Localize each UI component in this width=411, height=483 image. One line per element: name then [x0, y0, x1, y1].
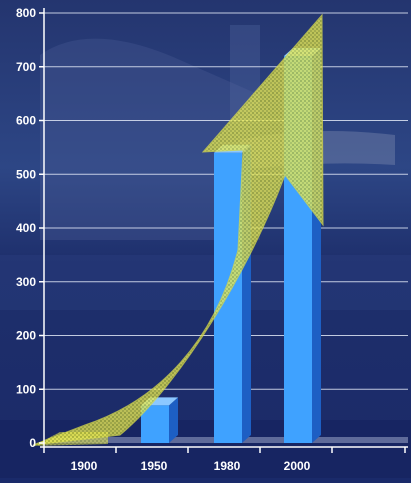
y-tick-label: 200: [16, 329, 36, 343]
y-tick-label: 800: [16, 6, 36, 20]
y-tick-label: 0: [29, 436, 36, 450]
x-axis-ticks: 1900 1950 1980 2000: [43, 447, 406, 473]
y-tick-label: 500: [16, 167, 36, 181]
y-tick-label: 300: [16, 275, 36, 289]
y-tick-label: 100: [16, 382, 36, 396]
bar-1980: [214, 144, 251, 443]
y-axis-ticks: 0 100 200 300 400 500 600 700 800: [16, 6, 44, 450]
x-tick-label: 1950: [141, 459, 168, 473]
growth-arrow: [32, 13, 324, 446]
x-tick-label: 1900: [71, 459, 98, 473]
y-tick-label: 700: [16, 60, 36, 74]
y-tick-label: 400: [16, 221, 36, 235]
x-tick-label: 1980: [214, 459, 241, 473]
x-tick-label: 2000: [284, 459, 311, 473]
y-tick-label: 600: [16, 114, 36, 128]
